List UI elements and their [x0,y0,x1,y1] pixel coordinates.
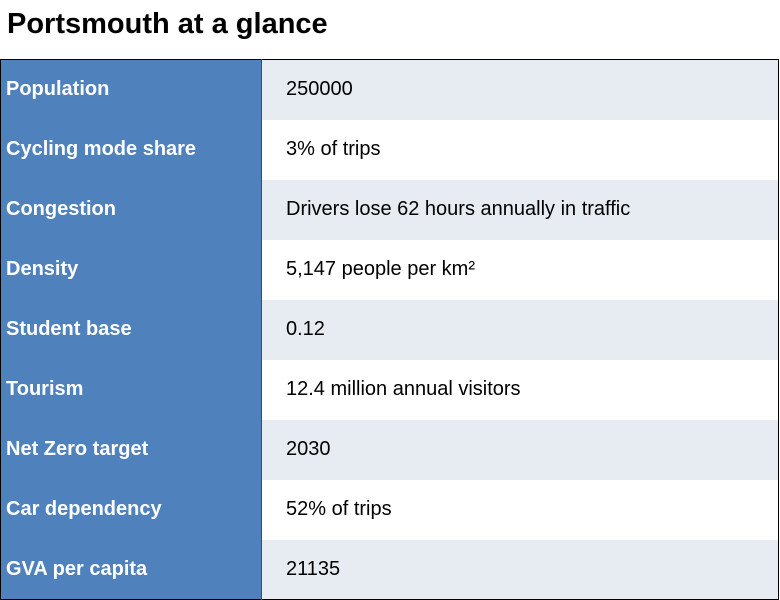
row-label: Congestion [0,179,262,240]
row-label: Population [0,59,262,120]
page-title: Portsmouth at a glance [7,8,328,40]
row-value: 12.4 million annual visitors [261,359,779,420]
table-row: Congestion Drivers lose 62 hours annuall… [0,179,779,240]
row-value: 250000 [261,59,779,120]
row-value: 0.12 [261,299,779,360]
table-row: Population 250000 [0,59,779,120]
table-row: Density 5,147 people per km² [0,239,779,300]
table-row: Car dependency 52% of trips [0,479,779,540]
row-label: Car dependency [0,479,262,540]
table-row: Cycling mode share 3% of trips [0,119,779,180]
row-label: GVA per capita [0,539,262,600]
table-row: Tourism 12.4 million annual visitors [0,359,779,420]
row-label: Student base [0,299,262,360]
table-row: Net Zero target 2030 [0,419,779,480]
row-label: Cycling mode share [0,119,262,180]
row-value: 21135 [261,539,779,600]
row-value: 2030 [261,419,779,480]
row-value: 3% of trips [261,119,779,180]
row-value: 52% of trips [261,479,779,540]
facts-table: Population 250000 Cycling mode share 3% … [0,59,779,600]
row-label: Tourism [0,359,262,420]
row-value: Drivers lose 62 hours annually in traffi… [261,179,779,240]
row-label: Density [0,239,262,300]
row-label: Net Zero target [0,419,262,480]
table-row: Student base 0.12 [0,299,779,360]
row-value: 5,147 people per km² [261,239,779,300]
table-row: GVA per capita 21135 [0,539,779,600]
